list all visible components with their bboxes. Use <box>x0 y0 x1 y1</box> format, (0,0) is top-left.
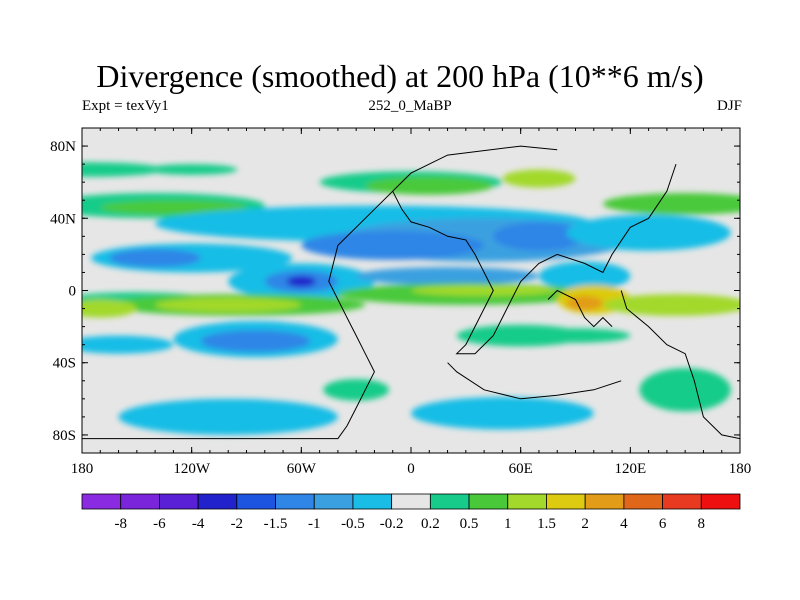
coastline <box>547 289 613 328</box>
chart-title: Divergence (smoothed) at 200 hPa (10**6 … <box>96 58 704 94</box>
contour-region <box>100 200 247 215</box>
coastline <box>447 362 622 400</box>
colorbar-label: 6 <box>659 516 667 532</box>
colorbar-swatch <box>507 493 547 510</box>
colorbar-swatch <box>546 493 586 510</box>
coastline <box>620 290 740 440</box>
x-axis: 180 120W 60W 0 60E 120E 180 <box>71 128 752 477</box>
colorbar-swatch <box>275 493 315 510</box>
colorbar-label: -0.2 <box>380 516 404 532</box>
contour-region <box>118 398 338 435</box>
colorbar-label: 1.5 <box>537 516 556 532</box>
y-tick-label: 40N <box>50 211 76 227</box>
colorbar-label: -1.5 <box>264 516 288 532</box>
x-tick-label: 60W <box>287 461 317 477</box>
contour-region <box>602 294 740 316</box>
contour-region <box>538 261 631 291</box>
colorbar-label: -0.5 <box>341 516 365 532</box>
contour-region <box>323 378 390 401</box>
colorbar-label: 4 <box>620 516 628 532</box>
colorbar-swatch <box>313 493 354 510</box>
colorbar-label: -2 <box>231 516 244 532</box>
experiment-label: Expt = texVy1 <box>82 98 169 114</box>
x-tick-label: 120W <box>173 461 211 477</box>
contour-region <box>200 330 311 352</box>
y-tick-label: 80N <box>50 139 76 155</box>
colorbar-swatch <box>700 493 741 510</box>
contour-region <box>82 299 137 318</box>
contour-region <box>301 230 485 260</box>
colorbar: -8 -6 -4 -2 -1.5 -1 -0.5 -0.2 0.2 0.5 1 1.5 2 4 6 8 <box>81 493 741 532</box>
season-label: DJF <box>716 98 742 114</box>
colorbar-label: 1 <box>504 516 512 532</box>
colorbar-label: -8 <box>114 516 127 532</box>
coastline <box>392 163 677 355</box>
colorbar-swatch <box>429 493 470 510</box>
x-tick-label: 180 <box>729 461 752 477</box>
contour-region <box>82 162 165 177</box>
contour-region <box>109 248 201 268</box>
colorbar-swatch <box>623 493 663 510</box>
continent-outlines <box>82 145 740 440</box>
x-tick-label: 0 <box>407 461 415 477</box>
y-tick-label: 0 <box>69 284 77 300</box>
colorbar-swatch <box>584 493 625 510</box>
colorbar-label: 2 <box>581 516 589 532</box>
colorbar-swatch <box>236 493 276 510</box>
x-tick-label: 60E <box>509 461 533 477</box>
contour-region <box>155 297 302 313</box>
colorbar-swatch <box>120 493 160 510</box>
colorbar-label: 0.5 <box>460 516 479 532</box>
colorbar-swatch <box>391 493 431 510</box>
colorbar-swatch <box>159 493 199 510</box>
contour-field <box>82 162 740 435</box>
case-label: 252_0_MaBP <box>368 98 452 114</box>
contour-region <box>411 397 594 430</box>
coastline <box>82 145 558 440</box>
colorbar-label: 0.2 <box>421 516 440 532</box>
colorbar-label: 8 <box>698 516 706 532</box>
colorbar-swatch <box>352 493 393 510</box>
contour-region <box>365 176 494 195</box>
y-tick-label: 40S <box>53 356 76 372</box>
contour-region <box>82 335 174 354</box>
colorbar-label: -1 <box>308 516 321 532</box>
contour-region <box>145 164 238 175</box>
x-tick-label: 120E <box>614 461 646 477</box>
y-tick-label: 80S <box>53 428 76 444</box>
contour-region <box>520 328 631 343</box>
contour-region <box>602 193 740 215</box>
contour-region <box>502 169 576 188</box>
colorbar-swatch <box>197 493 238 510</box>
contour-region <box>411 285 558 296</box>
contour-region <box>356 267 539 286</box>
contour-region <box>566 214 731 251</box>
contour-region <box>286 276 316 287</box>
colorbar-swatch <box>81 493 122 510</box>
x-tick-label: 180 <box>71 461 94 477</box>
colorbar-swatch <box>662 493 702 510</box>
contour-region <box>493 221 585 251</box>
y-axis: 80N 40N 0 40S 80S <box>50 127 740 454</box>
contour-region <box>639 368 731 412</box>
colorbar-label: -6 <box>153 516 166 532</box>
colorbar-label: -4 <box>192 516 205 532</box>
colorbar-swatch <box>468 493 509 510</box>
